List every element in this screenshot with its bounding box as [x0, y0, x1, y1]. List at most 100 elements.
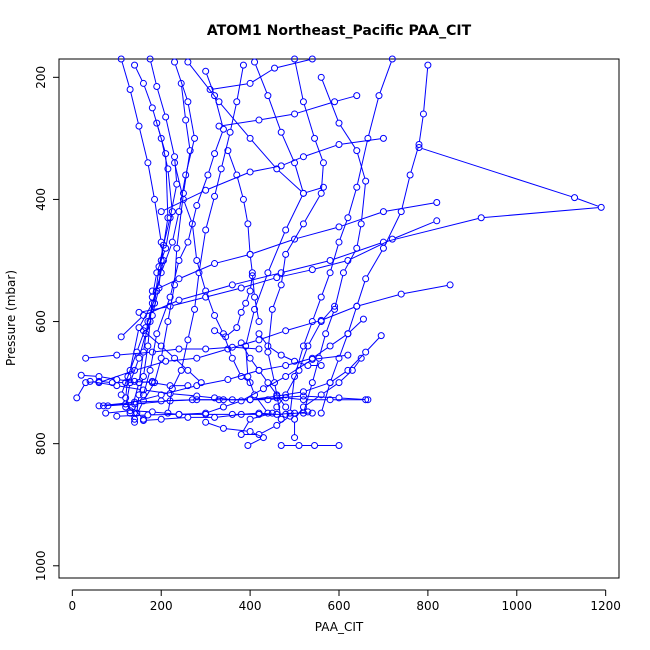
series-profile	[102, 407, 312, 418]
series-segment	[235, 272, 279, 285]
data-point	[357, 220, 365, 228]
data-point	[264, 379, 272, 387]
series-segment	[348, 308, 357, 332]
series-segment	[306, 395, 337, 399]
data-point	[155, 284, 163, 292]
data-point	[237, 397, 245, 405]
series-segment	[174, 159, 178, 182]
series-segment	[139, 128, 148, 161]
series-segment	[152, 290, 159, 313]
series-segment	[340, 125, 356, 149]
data-point	[131, 377, 139, 385]
data-point	[186, 147, 194, 155]
data-point	[282, 373, 290, 381]
series-segment	[119, 385, 141, 390]
data-point	[188, 220, 196, 228]
data-point	[151, 195, 159, 203]
data-point	[477, 214, 485, 222]
x-tick-label: 200	[150, 599, 173, 613]
data-point	[326, 256, 334, 264]
y-tick-label: 600	[34, 310, 48, 333]
data-point	[268, 305, 276, 313]
data-point	[291, 159, 299, 167]
data-point	[226, 128, 234, 136]
data-point	[166, 293, 174, 301]
data-point	[144, 318, 152, 326]
data-point	[175, 296, 183, 304]
data-point	[117, 391, 125, 399]
data-point	[317, 293, 325, 301]
series-segment	[135, 403, 143, 417]
series-segment	[172, 214, 179, 240]
series-segment	[312, 360, 319, 380]
series-profile	[135, 217, 441, 316]
series-segment	[208, 172, 248, 190]
data-point	[326, 379, 334, 387]
data-point	[255, 410, 263, 418]
data-point	[122, 403, 130, 411]
data-point	[353, 302, 361, 310]
data-point	[166, 382, 174, 390]
data-point	[153, 82, 161, 90]
series-segment	[243, 277, 275, 288]
series-segment	[315, 354, 345, 360]
data-point	[255, 116, 263, 124]
data-point	[319, 183, 327, 191]
series-segment	[145, 332, 160, 345]
data-point	[184, 413, 192, 421]
series-segment	[173, 372, 181, 387]
data-point	[299, 220, 307, 228]
series-segment	[340, 372, 351, 381]
series-segment	[323, 383, 337, 394]
data-point	[304, 342, 312, 350]
data-point	[211, 327, 219, 335]
data-point	[82, 379, 90, 387]
data-point	[335, 394, 343, 402]
data-point	[362, 348, 370, 356]
data-point	[233, 171, 241, 179]
series-segment	[279, 269, 310, 278]
series-segment	[119, 379, 132, 382]
data-point	[237, 373, 245, 381]
data-point	[202, 345, 210, 353]
series-segment	[344, 250, 356, 271]
series-segment	[326, 311, 334, 332]
data-point	[157, 134, 165, 142]
data-point	[362, 177, 370, 185]
series-segment	[230, 104, 237, 130]
series-segment	[216, 331, 224, 336]
series-segment	[119, 351, 150, 356]
data-point	[168, 208, 176, 216]
data-point	[597, 203, 605, 211]
series-segment	[288, 358, 310, 366]
series-segment	[348, 189, 357, 216]
series-profile	[277, 442, 343, 450]
series-segment	[130, 330, 139, 368]
series-segment	[187, 104, 195, 136]
series-segment	[270, 397, 283, 400]
series-segment	[77, 384, 85, 396]
series-segment	[150, 336, 157, 368]
data-point	[99, 402, 107, 410]
series-segment	[286, 226, 303, 253]
series-segment	[88, 354, 114, 359]
data-point	[388, 235, 396, 243]
series-segment	[245, 348, 249, 374]
series-segment	[252, 413, 270, 419]
series-profile	[113, 351, 352, 420]
data-point	[299, 403, 307, 411]
data-point	[291, 55, 299, 63]
data-point	[255, 330, 263, 338]
data-point	[126, 86, 134, 94]
data-point	[175, 275, 183, 283]
data-point	[419, 110, 427, 118]
series-segment	[272, 287, 281, 307]
data-point	[415, 144, 423, 152]
series-segment	[133, 410, 150, 413]
data-point	[335, 238, 343, 246]
x-tick-label: 400	[239, 599, 262, 613]
data-point	[157, 342, 165, 350]
y-tick-label: 200	[34, 66, 48, 89]
series-profile	[99, 315, 367, 410]
series-profile	[206, 55, 316, 94]
